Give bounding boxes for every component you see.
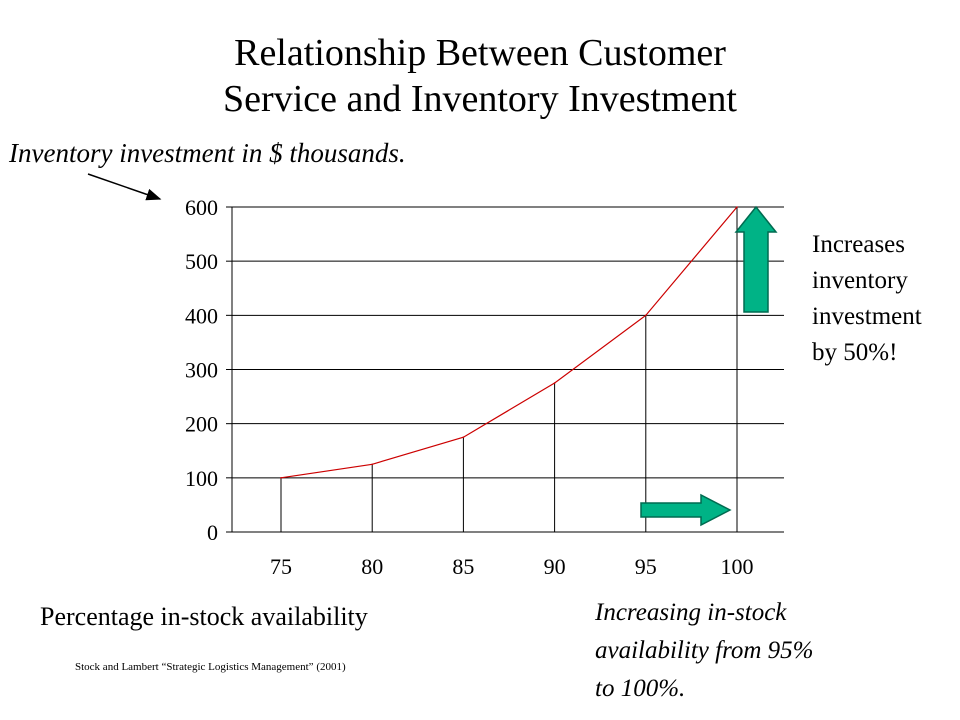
data-point	[371, 463, 374, 466]
y-note-pointer-arrow	[87, 173, 162, 201]
note-line: inventory	[812, 267, 908, 294]
data-point	[736, 206, 738, 208]
source-citation: Stock and Lambert “Strategic Logistics M…	[75, 661, 346, 673]
series-line	[280, 206, 738, 479]
note-line: availability from 95%	[595, 637, 814, 664]
x-tick-label: 75	[270, 554, 292, 579]
x-tick-label: 100	[721, 554, 754, 579]
chart-title: Relationship Between Customer Service an…	[0, 30, 960, 122]
y-tick-label: 400	[185, 303, 218, 328]
x-axis-label: Percentage in-stock availability	[40, 602, 368, 631]
note-line: by 50%!	[812, 339, 898, 366]
y-tick-label: 200	[185, 412, 218, 437]
y-tick-label: 100	[185, 466, 218, 491]
up-arrow-icon	[734, 205, 778, 313]
y-tick-label: 500	[185, 249, 218, 274]
y-tick-label: 300	[185, 358, 218, 383]
investment-increase-note: Increases inventory investment by 50%!	[812, 227, 922, 371]
data-point	[280, 477, 282, 479]
availability-increase-note: Increasing in-stock availability from 95…	[595, 594, 814, 708]
x-tick-label: 95	[635, 554, 657, 579]
y-tick-label: 0	[207, 520, 218, 545]
note-line: Increases	[812, 231, 905, 258]
y-tick-label: 600	[185, 195, 218, 220]
data-point	[553, 382, 556, 384]
x-tick-label: 85	[452, 554, 474, 579]
data-point	[645, 314, 647, 317]
x-tick-label: 90	[544, 554, 566, 579]
right-arrow-icon	[640, 493, 732, 527]
note-line: to 100%.	[595, 675, 686, 702]
title-line-1: Relationship Between Customer	[234, 32, 726, 74]
title-line-2: Service and Inventory Investment	[223, 78, 737, 120]
y-axis-note: Inventory investment in $ thousands.	[9, 138, 406, 168]
x-tick-label: 80	[361, 554, 383, 579]
note-line: Increasing in-stock	[595, 599, 787, 626]
note-line: investment	[812, 303, 922, 330]
data-point	[462, 436, 465, 439]
